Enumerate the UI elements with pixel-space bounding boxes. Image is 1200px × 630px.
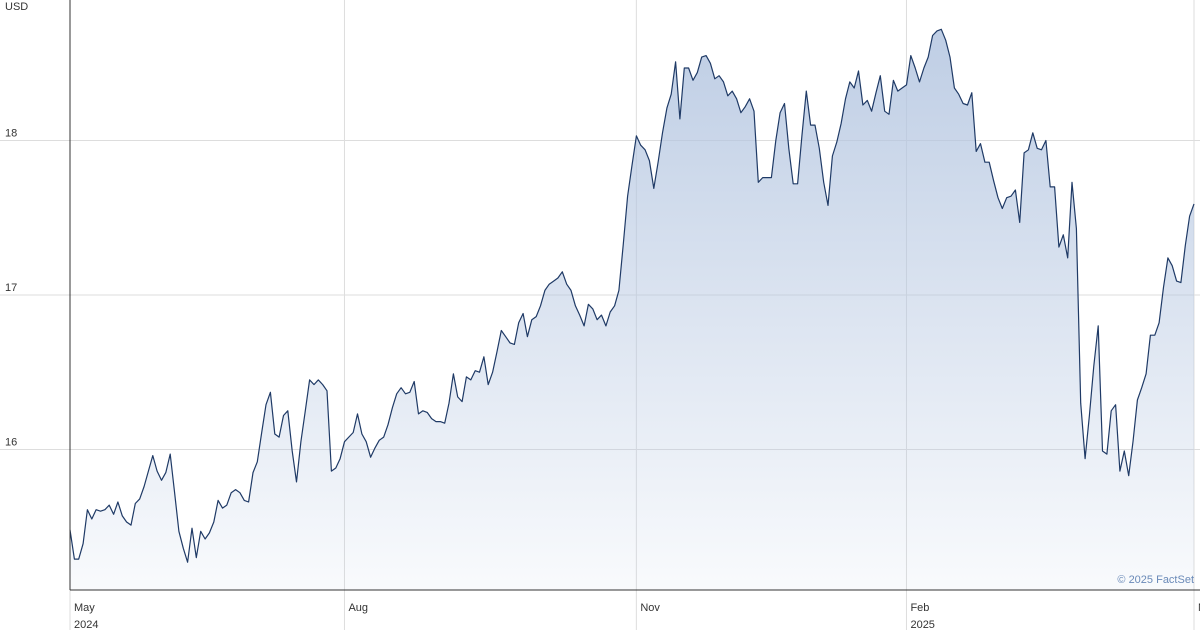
x-tick-label: Nov xyxy=(640,602,660,614)
price-line xyxy=(69,28,1195,563)
x-year-label: 2025 xyxy=(910,619,934,630)
x-tick-label: May xyxy=(1198,602,1200,614)
x-year-label: 2024 xyxy=(74,619,98,630)
area xyxy=(70,29,1194,591)
y-tick-label: 16 xyxy=(5,436,17,448)
x-tick-label: Aug xyxy=(348,602,368,614)
y-tick-label: 17 xyxy=(5,282,17,294)
source-credit: © 2025 FactSet xyxy=(1117,574,1194,586)
x-tick-label: Feb xyxy=(910,602,929,614)
y-tick-label: 18 xyxy=(5,128,17,140)
y-axis-label: USD xyxy=(5,1,28,13)
x-tick-label: May xyxy=(74,602,95,614)
